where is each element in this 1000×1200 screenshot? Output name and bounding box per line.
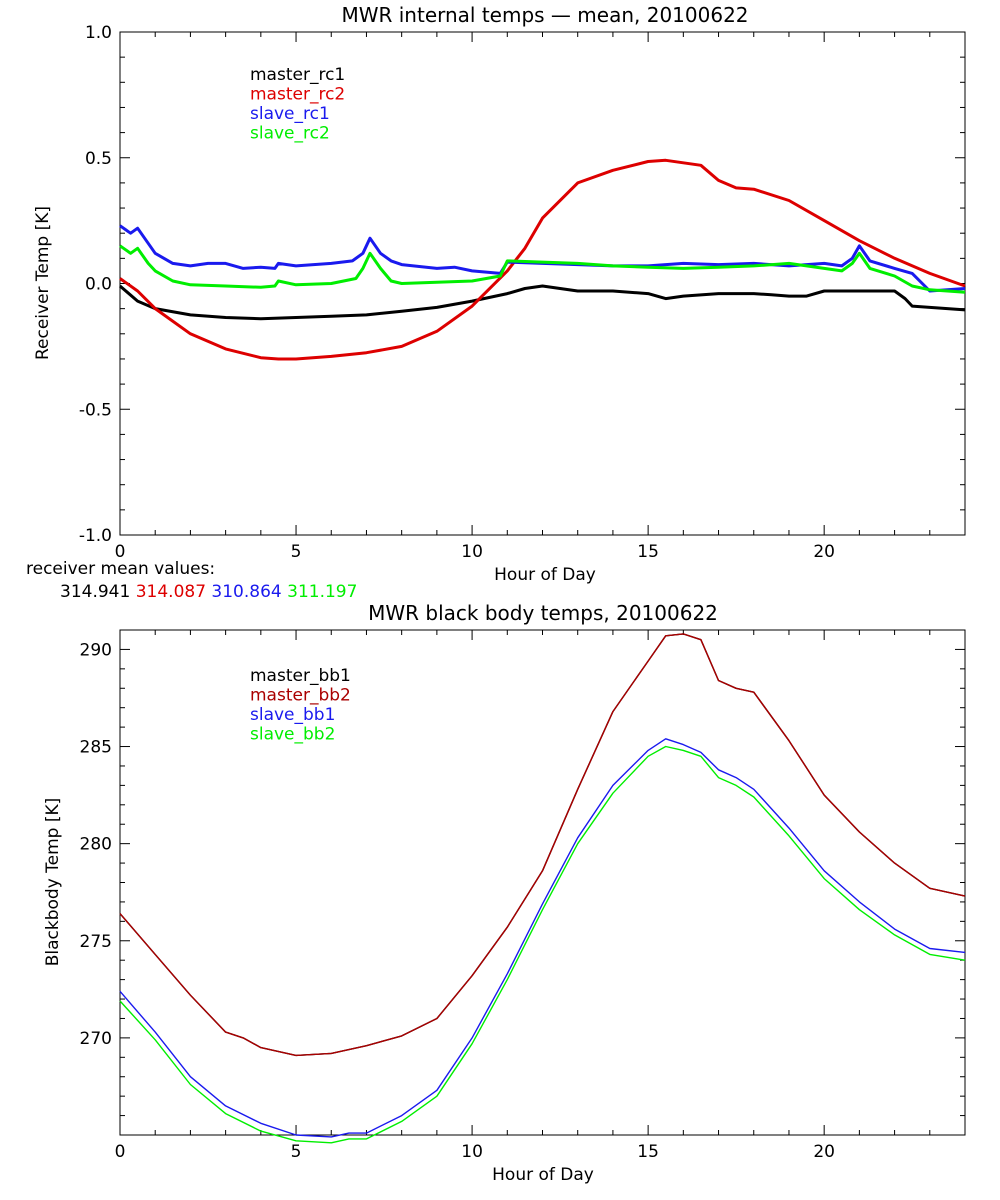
- receiver-axes: 0 5 10 15 20 -1.0 -0.5 0.0 0.5 1.0: [79, 23, 966, 562]
- blackbody-y-axis-label: Blackbody Temp [K]: [43, 798, 63, 967]
- receiver-means-annotation: receiver mean values: 314.941 314.087 31…: [26, 559, 357, 602]
- receiver-mean-value: 310.864: [206, 582, 282, 602]
- y-tick-label: -0.5: [79, 400, 112, 420]
- y-tick-label: 290: [80, 640, 112, 660]
- y-tick-label: 280: [80, 835, 112, 855]
- y-tick-label: 275: [80, 932, 112, 952]
- receiver-plot-frame: [119, 31, 966, 536]
- series-line-slave-rc1: [119, 224, 966, 293]
- blackbody-chart-title: MWR black body temps, 20100622: [368, 601, 718, 625]
- receiver-x-axis-label: Hour of Day: [494, 565, 596, 585]
- legend-entry-master-bb2: master_bb2: [250, 686, 351, 706]
- x-tick-label: 20: [813, 542, 835, 562]
- legend-entry-slave-bb2: slave_bb2: [250, 725, 335, 745]
- y-tick-label: 285: [80, 738, 112, 758]
- receiver-means-label: receiver mean values:: [26, 559, 215, 579]
- series-line-slave-bb2: [119, 745, 966, 1144]
- receiver-mean-value: 311.197: [282, 582, 358, 602]
- series-line-master-bb1: [119, 633, 966, 1057]
- receiver-means-values: 314.941 314.087 310.864 311.197: [60, 582, 357, 602]
- x-tick-label: 15: [637, 542, 659, 562]
- y-tick-label: -1.0: [79, 526, 112, 546]
- series-line-master-bb2: [119, 633, 966, 1057]
- legend-entry-master-bb1: master_bb1: [250, 666, 351, 686]
- series-line-slave-bb1: [119, 738, 966, 1138]
- x-tick-label: 5: [291, 1142, 302, 1162]
- x-tick-label: 10: [461, 542, 483, 562]
- legend-entry-slave-rc1: slave_rc1: [250, 104, 330, 124]
- receiver-mean-value: 314.941: [60, 582, 130, 602]
- y-tick-label: 0.0: [85, 275, 112, 295]
- y-tick-label: 0.5: [85, 149, 112, 169]
- y-tick-label: 1.0: [85, 23, 112, 43]
- series-line-master-rc1: [119, 284, 966, 321]
- receiver-chart-title: MWR internal temps — mean, 20100622: [341, 3, 748, 27]
- legend-entry-slave-bb1: slave_bb1: [250, 705, 335, 725]
- x-tick-label: 5: [291, 542, 302, 562]
- blackbody-temps-panel: MWR black body temps, 20100622 0 5 10 15 20 2…: [43, 601, 966, 1185]
- x-tick-label: 15: [637, 1142, 659, 1162]
- x-tick-label: 10: [461, 1142, 483, 1162]
- blackbody-axes: 0 5 10 15 20 270 275 280 285 290: [80, 629, 966, 1162]
- blackbody-series-lines: [119, 633, 966, 1144]
- x-tick-label: 0: [115, 1142, 126, 1162]
- x-tick-label: 0: [115, 542, 126, 562]
- receiver-series-lines: [119, 158, 966, 361]
- receiver-temps-panel: MWR internal temps — mean, 20100622 0 5 10…: [33, 3, 966, 585]
- series-line-slave-rc2: [119, 244, 966, 294]
- x-tick-label: 20: [813, 1142, 835, 1162]
- receiver-mean-value: 314.087: [130, 582, 206, 602]
- receiver-y-axis-label: Receiver Temp [K]: [33, 206, 53, 360]
- legend-entry-master-rc1: master_rc1: [250, 65, 345, 85]
- y-tick-label: 270: [80, 1029, 112, 1049]
- blackbody-x-axis-label: Hour of Day: [492, 1165, 594, 1185]
- legend-entry-slave-rc2: slave_rc2: [250, 124, 330, 144]
- legend-entry-master-rc2: master_rc2: [250, 85, 345, 105]
- series-line-master-rc2: [119, 158, 966, 361]
